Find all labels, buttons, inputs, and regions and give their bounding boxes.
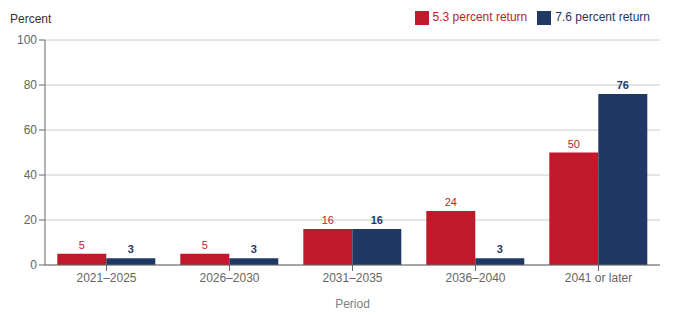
svg-text:40: 40 — [24, 168, 38, 182]
svg-text:2041 or later: 2041 or later — [565, 271, 632, 285]
svg-text:16: 16 — [322, 214, 334, 226]
svg-text:2021–2025: 2021–2025 — [76, 271, 136, 285]
svg-text:3: 3 — [497, 243, 503, 255]
html-text:7.6 percent return: 7.6 percent return — [555, 10, 650, 24]
svg-text:5: 5 — [79, 239, 85, 251]
svg-text:0: 0 — [30, 258, 37, 272]
html-text:Percent: Percent — [10, 12, 52, 26]
svg-text:2031–2035: 2031–2035 — [322, 271, 382, 285]
svg-text:50: 50 — [568, 138, 580, 150]
svg-text:80: 80 — [24, 78, 38, 92]
svg-text:2026–2030: 2026–2030 — [199, 271, 259, 285]
svg-text:76: 76 — [617, 79, 629, 91]
svg-text:100: 100 — [17, 33, 37, 47]
svg-text:5: 5 — [202, 239, 208, 251]
html-text:5.3 percent return: 5.3 percent return — [432, 10, 528, 24]
svg-text:2036–2040: 2036–2040 — [445, 271, 505, 285]
svg-text:60: 60 — [24, 123, 38, 137]
svg-text:3: 3 — [128, 243, 134, 255]
svg-text:16: 16 — [371, 214, 383, 226]
svg-text:20: 20 — [24, 213, 38, 227]
svg-text:Period: Period — [335, 297, 370, 311]
svg-text:24: 24 — [445, 196, 457, 208]
svg-text:3: 3 — [251, 243, 257, 255]
